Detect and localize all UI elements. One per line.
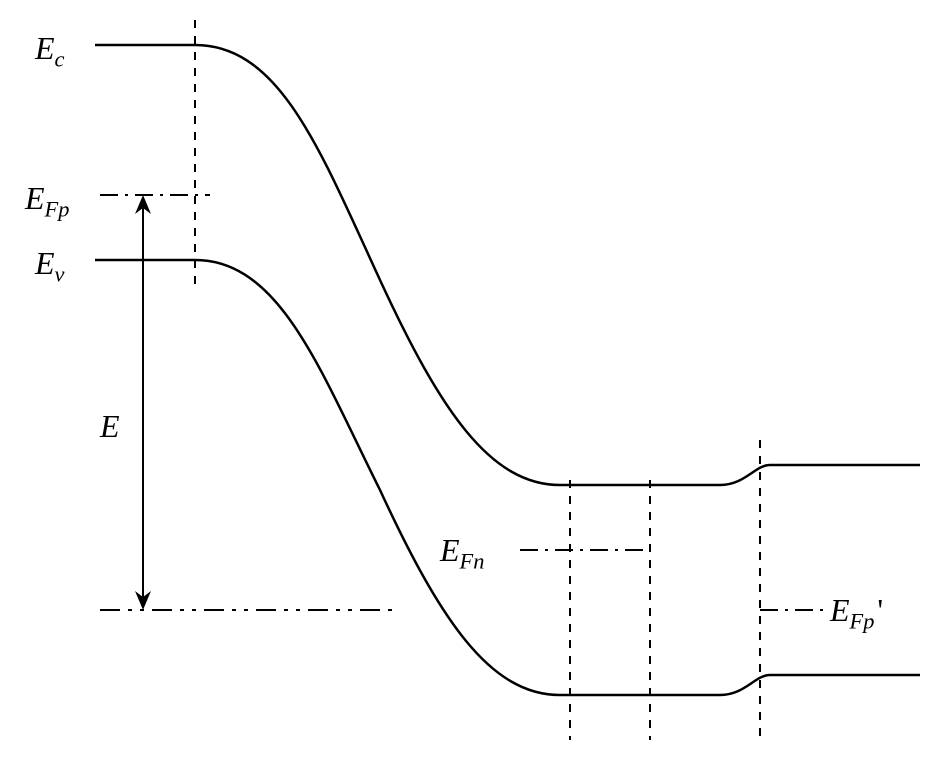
label-efn: EFn: [440, 532, 484, 574]
ec-curve: [95, 45, 920, 485]
label-efp: EFp: [25, 180, 69, 222]
label-efp-prime: EFp': [830, 592, 883, 634]
label-e: E: [100, 408, 120, 445]
ev-curve: [95, 260, 920, 695]
label-ec: Ec: [35, 30, 65, 72]
label-ev: Ev: [35, 245, 65, 287]
band-diagram-svg: [0, 0, 947, 775]
